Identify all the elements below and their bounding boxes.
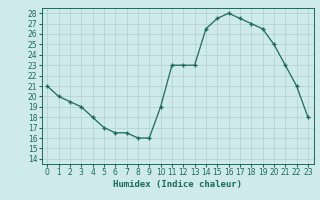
- X-axis label: Humidex (Indice chaleur): Humidex (Indice chaleur): [113, 180, 242, 189]
